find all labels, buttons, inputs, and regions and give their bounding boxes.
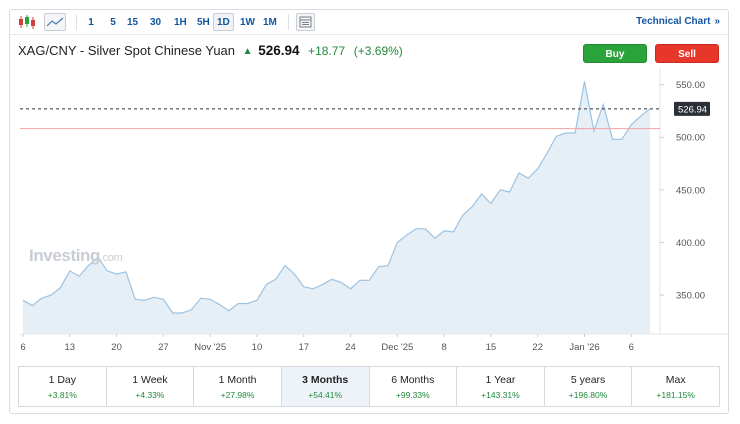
price-change: +18.77 xyxy=(308,44,346,58)
range-tab-5-years[interactable]: 5 years +196.80% xyxy=(544,367,633,406)
last-price-marker xyxy=(674,101,710,116)
area-chart-icon[interactable] xyxy=(44,13,66,31)
price-change-percent: (+3.69%) xyxy=(353,44,403,58)
range-tab-6-months[interactable]: 6 Months +99.33% xyxy=(369,367,458,406)
x-tick-label: 22 xyxy=(532,342,543,353)
watermark-brand: Investing xyxy=(29,246,101,265)
range-tab-label: 1 Year xyxy=(485,374,516,386)
range-tab-change: +181.15% xyxy=(656,390,695,400)
range-tab-label: 1 Month xyxy=(218,374,257,386)
range-tab-label: 5 years xyxy=(570,374,606,386)
y-tick-label: 450.00 xyxy=(676,185,705,196)
timeframe-button-5[interactable]: 5 xyxy=(110,17,116,28)
range-tabs: 1 Day +3.81% 1 Week +4.33% 1 Month +27.98% 3 M… xyxy=(18,366,720,407)
range-tab-1-month[interactable]: 1 Month +27.98% xyxy=(194,367,282,406)
x-tick-label: 15 xyxy=(486,342,497,353)
timeframe-button-30[interactable]: 30 xyxy=(150,17,162,28)
x-tick-label: 13 xyxy=(65,342,76,353)
double-chevron-right-icon: » xyxy=(714,16,720,27)
range-tab-change: +196.80% xyxy=(568,390,608,400)
x-tick-label: 6 xyxy=(629,342,634,353)
range-tab-change: +27.98% xyxy=(220,390,255,400)
timeframe-button-1[interactable]: 1 xyxy=(88,17,94,28)
range-tab-label: 3 Months xyxy=(302,374,349,386)
timeframe-button-5h[interactable]: 5H xyxy=(197,17,210,28)
technical-chart-label: Technical Chart xyxy=(636,16,711,27)
x-tick-label: Nov '25 xyxy=(194,342,226,353)
range-tab-label: 1 Week xyxy=(132,374,168,386)
x-tick-label: Jan '26 xyxy=(569,342,599,353)
range-tab-change: +54.41% xyxy=(308,390,343,400)
candlestick-icon[interactable] xyxy=(16,13,36,31)
price-chart[interactable]: 550.00 500.00 450.00 400.00 350.00 526.94 6 13 2… xyxy=(10,10,728,360)
timeframe-button-1h[interactable]: 1H xyxy=(174,17,187,28)
range-tab-1-year[interactable]: 1 Year +143.31% xyxy=(457,367,545,406)
x-tick-label: 27 xyxy=(158,342,169,353)
range-tab-label: 6 Months xyxy=(391,374,435,386)
timeframe-button-1w[interactable]: 1W xyxy=(240,17,255,28)
y-tick-label: 550.00 xyxy=(676,80,705,91)
technical-chart-link[interactable]: Technical Chart» xyxy=(636,16,720,27)
range-tab-change: +4.33% xyxy=(135,390,165,400)
range-tab-max[interactable]: Max +181.15% xyxy=(632,367,719,406)
instrument-header: XAG/CNY - Silver Spot Chinese Yuan ▲ 526… xyxy=(18,43,403,58)
x-tick-label: 8 xyxy=(441,342,446,353)
range-tab-1-day[interactable]: 1 Day +3.81% xyxy=(19,367,107,406)
watermark-suffix: .com xyxy=(100,252,123,264)
y-tick-label: 350.00 xyxy=(676,291,705,302)
last-price-label: 526.94 xyxy=(678,104,707,115)
chart-toolbar: 1 5 15 30 1H 5H 1D 1W 1M Technical Chart» xyxy=(10,10,728,35)
instrument-name: XAG/CNY - Silver Spot Chinese Yuan xyxy=(18,43,236,58)
x-tick-label: 6 xyxy=(20,342,25,353)
chart-widget: 1 5 15 30 1H 5H 1D 1W 1M Technical Chart» XAG/CN… xyxy=(9,9,729,414)
investing-watermark: Investing.com xyxy=(29,246,123,266)
x-tick-label: 24 xyxy=(345,342,356,353)
range-tab-1-week[interactable]: 1 Week +4.33% xyxy=(106,367,195,406)
x-tick-label: 20 xyxy=(111,342,122,353)
timeframe-button-15[interactable]: 15 xyxy=(127,17,139,28)
y-tick-label: 500.00 xyxy=(676,133,705,144)
price-line xyxy=(22,81,651,314)
timeframe-button-1d[interactable]: 1D xyxy=(213,13,234,31)
timeframe-button-1m[interactable]: 1M xyxy=(263,17,277,28)
y-tick-label: 400.00 xyxy=(676,238,705,249)
last-price: 526.94 xyxy=(258,43,300,58)
x-tick-label: 17 xyxy=(298,342,309,353)
range-tab-label: 1 Day xyxy=(48,374,77,386)
toolbar-divider xyxy=(288,14,289,30)
chart-settings-icon[interactable] xyxy=(296,13,315,31)
toolbar-divider xyxy=(76,14,77,30)
buy-button[interactable]: Buy xyxy=(583,44,647,63)
range-tab-label: Max xyxy=(665,374,686,386)
price-area xyxy=(23,81,650,334)
range-tab-change: +143.31% xyxy=(481,390,520,400)
range-tab-change: +99.33% xyxy=(395,390,430,400)
x-tick-label: Dec '25 xyxy=(381,342,413,353)
arrow-up-icon: ▲ xyxy=(242,46,253,57)
range-tab-3-months[interactable]: 3 Months +54.41% xyxy=(281,367,370,406)
sell-button[interactable]: Sell xyxy=(655,44,719,63)
range-tab-change: +3.81% xyxy=(47,390,77,400)
x-tick-label: 10 xyxy=(252,342,263,353)
